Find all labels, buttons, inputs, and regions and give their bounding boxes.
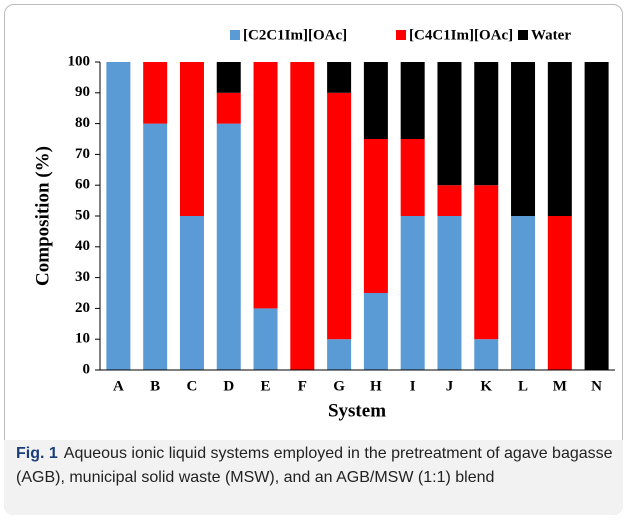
y-axis-title: Composition (%) (32, 146, 53, 286)
bar-segment (216, 123, 241, 370)
x-tick-label: B (150, 378, 160, 394)
x-tick-label: M (553, 378, 567, 394)
x-tick-label: G (333, 378, 345, 394)
bar-segment (437, 185, 462, 216)
x-tick-label: K (480, 378, 492, 394)
bar-segment (363, 62, 388, 139)
bar-segment (363, 293, 388, 370)
x-tick-label: J (446, 378, 454, 394)
bar-segment (400, 62, 425, 139)
bar-segment (511, 216, 536, 370)
bar-segment (474, 185, 499, 340)
bar-segment (327, 339, 352, 370)
y-tick-label: 90 (75, 84, 90, 100)
bar-segment (547, 62, 572, 216)
bar-segment (474, 339, 499, 370)
y-tick-label: 10 (75, 331, 90, 347)
bar-segment (179, 62, 204, 216)
bar-segment (547, 216, 572, 370)
x-tick-label: L (518, 378, 528, 394)
x-tick-label: F (298, 378, 307, 394)
bar-segment (511, 62, 536, 216)
x-tick-label: C (187, 378, 198, 394)
x-tick-label: I (410, 378, 416, 394)
bar-segment (106, 62, 131, 370)
caption-label: Fig. 1 (16, 445, 58, 462)
x-tick-label: H (370, 378, 382, 394)
y-tick-label: 70 (75, 146, 90, 162)
bar-segment (584, 62, 609, 370)
y-tick-label: 30 (75, 269, 90, 285)
bar-segment (143, 62, 168, 124)
y-tick-label: 0 (83, 361, 91, 377)
chart: System Composition (%) 0 10 20 30 40 50 60 70 80… (32, 27, 615, 421)
x-axis-title: System (328, 400, 386, 421)
legend-swatch (230, 30, 240, 40)
bar-segment (143, 123, 168, 370)
legend-swatch (396, 30, 406, 40)
bar-segment (400, 139, 425, 216)
caption: Fig. 1 Aqueous ionic liquid systems emplo… (4, 440, 623, 515)
bar-segment (179, 216, 204, 370)
bar-segment (400, 216, 425, 370)
legend-swatch (518, 30, 528, 40)
y-tick-label: 60 (75, 177, 90, 193)
bar-segment (290, 62, 315, 370)
y-tick-label: 100 (68, 53, 91, 69)
legend-label: [C4C1Im][OAc] (409, 27, 513, 43)
caption-text: Aqueous ionic liquid systems employed in… (16, 445, 613, 486)
bar-segment (253, 308, 278, 370)
x-tick-label: A (113, 378, 124, 394)
bar-segment (437, 216, 462, 370)
bar-segment (437, 62, 462, 186)
y-tick-label: 20 (75, 300, 90, 316)
legend-label: Water (531, 27, 571, 43)
bar-segment (327, 62, 352, 93)
y-tick-label: 40 (75, 238, 90, 254)
bar-segment (216, 62, 241, 93)
y-tick-label: 80 (75, 115, 90, 131)
x-tick-label: E (261, 378, 271, 394)
bar-segment (253, 62, 278, 309)
bar-segment (363, 139, 388, 293)
y-tick-label: 50 (75, 207, 90, 223)
bar-segment (474, 62, 499, 186)
x-tick-label: D (223, 378, 234, 394)
bar-segment (216, 92, 241, 124)
bar-segment (327, 92, 352, 340)
x-tick-label: N (591, 378, 602, 394)
legend-label: [C2C1Im][OAc] (243, 27, 347, 43)
